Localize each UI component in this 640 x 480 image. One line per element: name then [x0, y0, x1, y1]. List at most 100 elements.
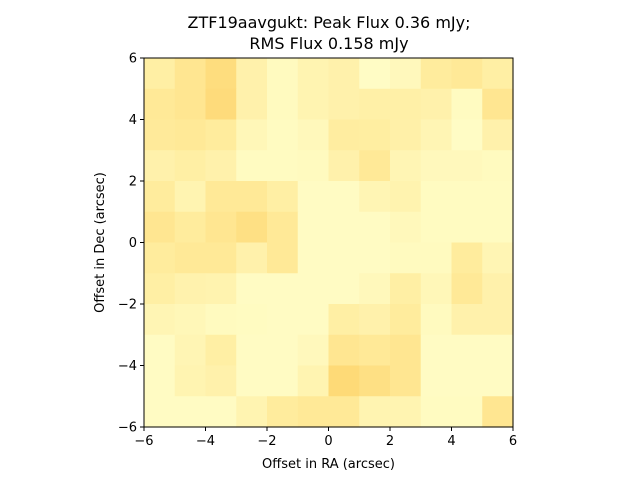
- heatmap-cell: [205, 150, 237, 182]
- heatmap-cell: [297, 150, 330, 182]
- heatmap-cell: [174, 273, 207, 305]
- heatmap-cell: [328, 211, 360, 244]
- heatmap-cell: [420, 365, 453, 397]
- y-tick-label: 6: [129, 52, 137, 67]
- heatmap-cell: [205, 396, 237, 428]
- heatmap-cell: [205, 242, 237, 274]
- heatmap-cell: [390, 150, 422, 182]
- heatmap-cell: [482, 58, 514, 90]
- heatmap-cell: [390, 211, 422, 244]
- heatmap-cell: [451, 304, 483, 336]
- heatmap-cell: [359, 396, 391, 428]
- heatmap-cell: [174, 58, 207, 90]
- heatmap-cell: [205, 88, 237, 121]
- heatmap-cell: [144, 334, 176, 367]
- heatmap-cell: [451, 88, 483, 121]
- heatmap-cell: [267, 181, 299, 213]
- heatmap-cell: [420, 58, 453, 90]
- y-tick-label: 2: [129, 175, 137, 190]
- heatmap-cell: [390, 58, 422, 90]
- heatmap-cell: [236, 150, 268, 182]
- heatmap-cell: [267, 58, 299, 90]
- heatmap-cell: [267, 88, 299, 121]
- heatmap-cell: [390, 181, 422, 213]
- heatmap-cell: [236, 242, 268, 274]
- heatmap-cell: [482, 88, 514, 121]
- heatmap-cell: [174, 242, 207, 274]
- heatmap-cell: [267, 119, 299, 151]
- heatmap-cell: [144, 242, 176, 274]
- x-tick-label: −4: [196, 434, 215, 449]
- y-tick-label: −2: [118, 298, 137, 313]
- heatmap-cell: [328, 242, 360, 274]
- heatmap-cell: [297, 304, 330, 336]
- heatmap-cell: [205, 211, 237, 244]
- heatmap-cell: [267, 396, 299, 428]
- heatmap-cell: [205, 304, 237, 336]
- heatmap-cell: [420, 242, 453, 274]
- heatmap-cell: [359, 119, 391, 151]
- heatmap-cell: [236, 304, 268, 336]
- heatmap-cell: [297, 273, 330, 305]
- heatmap-cell: [236, 58, 268, 90]
- heatmap-cell: [236, 365, 268, 397]
- heatmap-cell: [174, 88, 207, 121]
- heatmap-cell: [174, 334, 207, 367]
- heatmap-cell: [297, 396, 330, 428]
- heatmap-cell: [236, 119, 268, 151]
- heatmap-cell: [297, 334, 330, 367]
- heatmap-cell: [144, 181, 176, 213]
- heatmap-cell: [328, 119, 360, 151]
- heatmap-cell: [174, 119, 207, 151]
- heatmap-cell: [482, 365, 514, 397]
- heatmap-cell: [174, 396, 207, 428]
- x-tick-label: −6: [134, 434, 153, 449]
- heatmap-cell: [359, 365, 391, 397]
- chart-title-line-1: ZTF19aavgukt: Peak Flux 0.36 mJy;: [188, 13, 471, 32]
- heatmap-cell: [451, 58, 483, 90]
- heatmap-cell: [205, 181, 237, 213]
- heatmap-cell: [390, 304, 422, 336]
- x-tick-label: 4: [447, 434, 455, 449]
- x-axis-ticks: −6 −4 −2 0 2 4 6: [134, 427, 517, 449]
- heatmap-cell: [297, 119, 330, 151]
- heatmap-cell: [236, 181, 268, 213]
- heatmap-cell: [144, 273, 176, 305]
- x-tick-label: 2: [386, 434, 394, 449]
- heatmap-cell: [297, 211, 330, 244]
- heatmap-cell: [144, 88, 176, 121]
- heatmap-cell: [328, 396, 360, 428]
- heatmap-cell: [174, 304, 207, 336]
- heatmap-cell: [359, 334, 391, 367]
- heatmap-cell: [144, 150, 176, 182]
- heatmap-cell: [359, 304, 391, 336]
- heatmap-cell: [359, 211, 391, 244]
- heatmap-cell: [328, 334, 360, 367]
- y-axis-ticks: −6 −4 −2 0 2 4 6: [118, 52, 144, 436]
- heatmap-cell: [451, 273, 483, 305]
- heatmap-cell: [420, 119, 453, 151]
- heatmap-cell: [482, 181, 514, 213]
- heatmap-cell: [328, 365, 360, 397]
- y-tick-label: −6: [118, 421, 137, 436]
- heatmap-cell: [451, 181, 483, 213]
- heatmap-cell: [359, 58, 391, 90]
- heatmap-cell: [451, 365, 483, 397]
- heatmap-cell: [174, 211, 207, 244]
- heatmap-cell: [236, 273, 268, 305]
- y-tick-label: −4: [118, 359, 137, 374]
- heatmap-cell: [390, 242, 422, 274]
- heatmap-cell: [297, 58, 330, 90]
- heatmap-cell: [420, 396, 453, 428]
- heatmap-cell: [328, 273, 360, 305]
- y-tick-label: 0: [129, 236, 137, 251]
- heatmap-cell: [390, 365, 422, 397]
- heatmap-cell: [451, 242, 483, 274]
- heatmap-cell: [482, 334, 514, 367]
- heatmap-cell: [236, 334, 268, 367]
- heatmap-cell: [236, 211, 268, 244]
- heatmap-cell: [205, 365, 237, 397]
- heatmap-cell: [482, 273, 514, 305]
- heatmap-cell: [267, 242, 299, 274]
